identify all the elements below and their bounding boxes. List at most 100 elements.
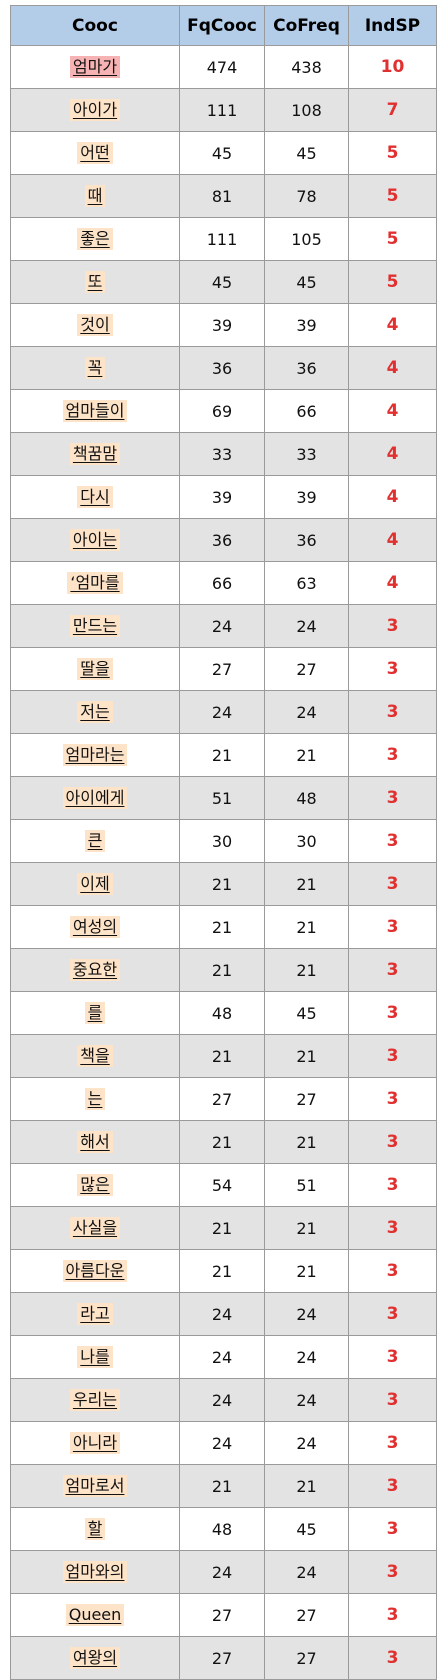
cooc-word-link[interactable]: 책꿈맘 bbox=[69, 443, 121, 465]
table-row: 때 81 78 5 bbox=[10, 174, 437, 218]
cooc-cell: 아이가 bbox=[10, 88, 180, 132]
cofreq-cell: 21 bbox=[264, 948, 349, 992]
cooc-word-link[interactable]: 엄마가 bbox=[69, 56, 121, 78]
table-row: 딸을 27 27 3 bbox=[10, 647, 437, 691]
cooc-word-link[interactable]: 아이에게 bbox=[62, 787, 128, 809]
column-header-cooc[interactable]: Cooc bbox=[10, 5, 180, 46]
indsp-cell: 5 bbox=[348, 260, 437, 304]
indsp-cell: 3 bbox=[348, 647, 437, 691]
cofreq-cell: 27 bbox=[264, 647, 349, 691]
cooc-word-link[interactable]: 아이가 bbox=[69, 99, 121, 121]
cooc-cell: 우리는 bbox=[10, 1378, 180, 1422]
cofreq-cell: 21 bbox=[264, 1206, 349, 1250]
cooc-word-link[interactable]: 라고 bbox=[77, 1303, 113, 1325]
cooc-word-link[interactable]: 많은 bbox=[77, 1174, 113, 1196]
cofreq-cell: 24 bbox=[264, 690, 349, 734]
cooc-word-link[interactable]: 중요한 bbox=[69, 959, 121, 981]
cofreq-cell: 24 bbox=[264, 1335, 349, 1379]
cooc-word-link[interactable]: 아름다운 bbox=[62, 1260, 128, 1282]
table-row: 엄마와의 24 24 3 bbox=[10, 1550, 437, 1594]
cooc-cell: 엄마와의 bbox=[10, 1550, 180, 1594]
cooc-cell: 다시 bbox=[10, 475, 180, 519]
cooc-word-link[interactable]: 는 bbox=[84, 1088, 106, 1110]
table-row: ‘엄마를 66 63 4 bbox=[10, 561, 437, 605]
cooc-word-link[interactable]: 책을 bbox=[77, 1045, 113, 1067]
fqcooc-cell: 21 bbox=[179, 733, 265, 777]
cooc-word-link[interactable]: 엄마와의 bbox=[62, 1561, 128, 1583]
fqcooc-cell: 81 bbox=[179, 174, 265, 218]
column-header-indsp[interactable]: IndSP bbox=[348, 5, 437, 46]
cooc-cell: 책꿈맘 bbox=[10, 432, 180, 476]
fqcooc-cell: 27 bbox=[179, 1636, 265, 1680]
cooc-word-link[interactable]: 할 bbox=[84, 1518, 106, 1540]
column-header-cofreq[interactable]: CoFreq bbox=[264, 5, 349, 46]
fqcooc-cell: 21 bbox=[179, 1249, 265, 1293]
cooc-word-link[interactable]: 딸을 bbox=[77, 658, 113, 680]
fqcooc-cell: 39 bbox=[179, 303, 265, 347]
cooc-word-link[interactable]: 다시 bbox=[77, 486, 113, 508]
indsp-cell: 3 bbox=[348, 1550, 437, 1594]
cooc-cell: 사실을 bbox=[10, 1206, 180, 1250]
cofreq-cell: 27 bbox=[264, 1636, 349, 1680]
cofreq-cell: 39 bbox=[264, 475, 349, 519]
cooc-word-link[interactable]: 엄마라는 bbox=[62, 744, 128, 766]
fqcooc-cell: 36 bbox=[179, 518, 265, 562]
indsp-cell: 3 bbox=[348, 1249, 437, 1293]
cooc-word-link[interactable]: 또 bbox=[84, 271, 106, 293]
indsp-cell: 5 bbox=[348, 217, 437, 261]
cooc-cell: 할 bbox=[10, 1507, 180, 1551]
cooc-word-link[interactable]: 여왕의 bbox=[69, 1647, 121, 1669]
indsp-cell: 3 bbox=[348, 905, 437, 949]
cooc-word-link[interactable]: 를 bbox=[84, 1002, 106, 1024]
cofreq-cell: 21 bbox=[264, 1034, 349, 1078]
cooc-word-link[interactable]: 꼭 bbox=[84, 357, 106, 379]
cooc-word-link[interactable]: 이제 bbox=[77, 873, 113, 895]
cooc-word-link[interactable]: ‘엄마를 bbox=[67, 572, 123, 594]
cooc-word-link[interactable]: 사실을 bbox=[69, 1217, 121, 1239]
cooc-word-link[interactable]: 나를 bbox=[77, 1346, 113, 1368]
indsp-cell: 3 bbox=[348, 862, 437, 906]
header-row: Cooc FqCooc CoFreq IndSP bbox=[10, 5, 437, 46]
cooc-word-link[interactable]: 여성의 bbox=[69, 916, 121, 938]
cooc-word-link[interactable]: Queen bbox=[65, 1604, 125, 1626]
cooc-cell: 어떤 bbox=[10, 131, 180, 175]
cooc-cell: ‘엄마를 bbox=[10, 561, 180, 605]
cooc-word-link[interactable]: 엄마들이 bbox=[62, 400, 128, 422]
cooc-cell: 아니라 bbox=[10, 1421, 180, 1465]
cofreq-cell: 108 bbox=[264, 88, 349, 132]
cofreq-cell: 51 bbox=[264, 1163, 349, 1207]
cooc-word-link[interactable]: 아니라 bbox=[69, 1432, 121, 1454]
fqcooc-cell: 474 bbox=[179, 45, 265, 89]
cooc-word-link[interactable]: 큰 bbox=[84, 830, 106, 852]
cooc-word-link[interactable]: 만드는 bbox=[69, 615, 121, 637]
indsp-cell: 3 bbox=[348, 1378, 437, 1422]
cooc-word-link[interactable]: 해서 bbox=[77, 1131, 113, 1153]
cooc-word-link[interactable]: 어떤 bbox=[77, 142, 113, 164]
cooc-cell: 것이 bbox=[10, 303, 180, 347]
indsp-cell: 4 bbox=[348, 389, 437, 433]
cooc-word-link[interactable]: 것이 bbox=[77, 314, 113, 336]
indsp-cell: 3 bbox=[348, 1120, 437, 1164]
cooc-cell: 여왕의 bbox=[10, 1636, 180, 1680]
indsp-cell: 3 bbox=[348, 948, 437, 992]
cofreq-cell: 33 bbox=[264, 432, 349, 476]
cooc-cell: 많은 bbox=[10, 1163, 180, 1207]
cooc-word-link[interactable]: 아이는 bbox=[69, 529, 121, 551]
column-header-fqcooc[interactable]: FqCooc bbox=[179, 5, 265, 46]
cooc-word-link[interactable]: 저는 bbox=[77, 701, 113, 723]
cooc-word-link[interactable]: 좋은 bbox=[77, 228, 113, 250]
fqcooc-cell: 27 bbox=[179, 1593, 265, 1637]
cofreq-cell: 45 bbox=[264, 1507, 349, 1551]
cooc-word-link[interactable]: 엄마로서 bbox=[62, 1475, 128, 1497]
table-row: 좋은 111 105 5 bbox=[10, 217, 437, 261]
cooc-word-link[interactable]: 때 bbox=[84, 185, 106, 207]
cooc-cell: 엄마로서 bbox=[10, 1464, 180, 1508]
cooc-word-link[interactable]: 우리는 bbox=[69, 1389, 121, 1411]
table-row: 라고 24 24 3 bbox=[10, 1292, 437, 1336]
cofreq-cell: 21 bbox=[264, 1120, 349, 1164]
cooc-cell: Queen bbox=[10, 1593, 180, 1637]
fqcooc-cell: 21 bbox=[179, 948, 265, 992]
cofreq-cell: 24 bbox=[264, 1550, 349, 1594]
cooc-cell: 좋은 bbox=[10, 217, 180, 261]
cooc-cell: 여성의 bbox=[10, 905, 180, 949]
